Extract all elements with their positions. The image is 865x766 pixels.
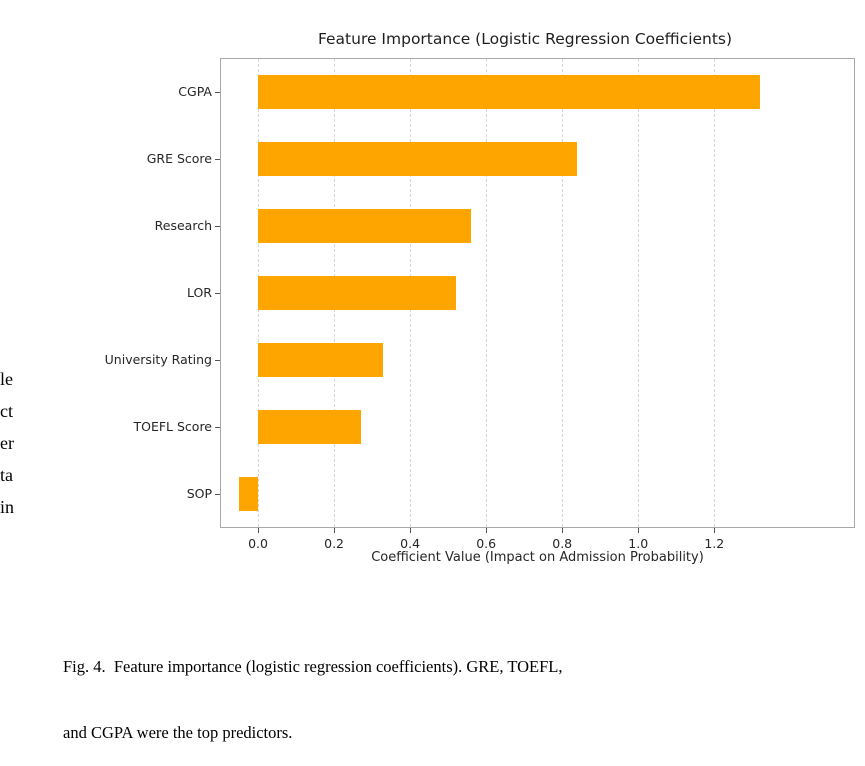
bar-sop	[239, 477, 258, 512]
chart-overlay: 0.0 0.2 0.4 0.6 0.8 1.0 1.2 CGPA GRE Score Resear…	[104, 59, 760, 551]
left-column-fragment: ta	[0, 465, 13, 485]
bar-lor	[258, 276, 456, 310]
x-tick-mark	[334, 528, 336, 533]
x-tick-mark	[714, 528, 716, 533]
bar-cgpa	[258, 74, 760, 109]
x-tick-mark	[258, 528, 260, 533]
x-tick-label: 0.2	[324, 536, 345, 551]
bar-gre-score	[258, 141, 578, 176]
page: { "chart_data": { "type": "bar", "orient…	[0, 30, 855, 742]
left-column-fragment: le	[0, 369, 13, 389]
gridline	[638, 59, 640, 527]
x-axis-label: Coefficient Value (Impact on Admission P…	[371, 550, 704, 565]
x-tick-mark	[562, 528, 564, 533]
left-column-fragment: er	[0, 433, 14, 453]
figure-caption: Fig. 4. Feature importance (logistic reg…	[63, 612, 813, 766]
x-tick-mark	[638, 528, 640, 533]
y-tick-label: Research	[154, 217, 212, 233]
left-column-fragment: ct	[0, 401, 13, 421]
y-tick-label: GRE Score	[146, 150, 212, 166]
y-tick-mark	[215, 158, 220, 160]
bar-toefl-score	[258, 410, 361, 445]
y-tick-mark	[215, 494, 220, 496]
gridline	[486, 59, 488, 527]
y-tick-mark	[215, 360, 220, 362]
gridline	[562, 59, 564, 527]
bar-university-rating	[258, 343, 384, 378]
y-tick-mark	[215, 225, 220, 227]
figure-caption-line-2: and CGPA were the top predictors.	[63, 723, 293, 742]
x-tick-label: 0.4	[400, 536, 421, 551]
bar-research	[258, 208, 471, 243]
y-tick-label: University Rating	[104, 352, 212, 368]
gridline	[714, 59, 716, 527]
y-tick-label: LOR	[186, 285, 212, 300]
x-tick-label: 1.0	[628, 536, 649, 551]
y-tick-label: SOP	[186, 486, 212, 502]
x-tick-label: 0.6	[476, 536, 497, 551]
x-tick-mark	[486, 528, 488, 533]
y-tick-label: CGPA	[178, 83, 212, 99]
x-tick-label: 1.2	[704, 536, 725, 551]
x-tick-label: 0.0	[248, 536, 268, 551]
x-tick-label: 0.8	[552, 536, 573, 551]
left-column-fragment: in	[0, 497, 15, 517]
y-tick-mark	[215, 427, 220, 429]
figure-caption-line-1: Fig. 4. Feature importance (logistic reg…	[63, 657, 563, 676]
x-tick-mark	[410, 528, 412, 533]
y-tick-label: TOEFL Score	[133, 419, 212, 435]
y-tick-mark	[215, 91, 220, 93]
y-tick-mark	[215, 293, 220, 294]
chart-title: Feature Importance (Logistic Regression …	[317, 30, 733, 48]
